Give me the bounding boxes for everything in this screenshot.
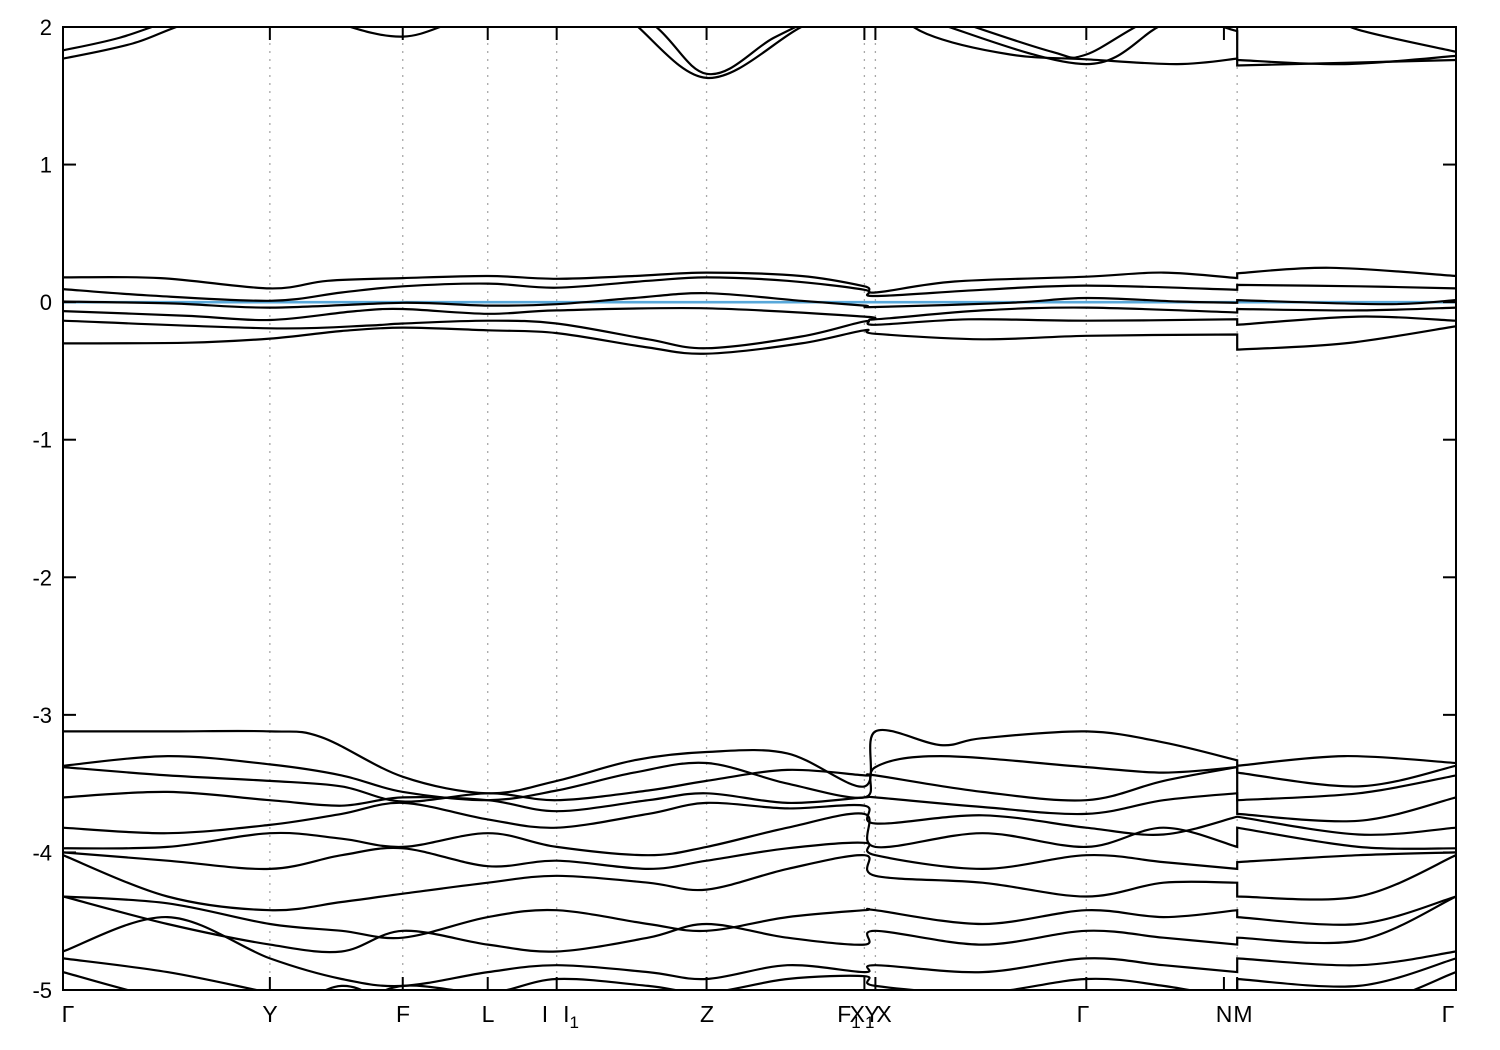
y-tick-label: 0: [40, 290, 52, 315]
x-tick-label: Γ: [1442, 1001, 1455, 1027]
y-tick-label: 2: [40, 15, 52, 40]
band-line: [63, 841, 1456, 871]
band-line: [63, 292, 1456, 309]
band-line: [63, 895, 1456, 954]
x-tick-label: N: [1216, 1001, 1233, 1027]
y-axis-labels: 2 1 0 -1 -2 -3 -4 -5: [32, 15, 52, 1003]
x-tick-label: L: [482, 1001, 495, 1027]
x-tick-label: Z: [700, 1001, 714, 1027]
x-tick-label: Y: [864, 1001, 879, 1027]
band-line: [63, 754, 1456, 802]
x-tick-label: Γ: [62, 1001, 75, 1027]
y-tick-label: -5: [32, 978, 52, 1003]
x-tick-label: X: [876, 1001, 891, 1027]
y-tick-label: -2: [32, 565, 52, 590]
x-tick-label: F: [396, 1001, 410, 1027]
band-lines: [63, 27, 1456, 990]
x-tick-label: Y: [262, 1001, 277, 1027]
band-line: [63, 790, 1456, 823]
band-line: [63, 325, 1456, 355]
band-line: [63, 812, 1456, 857]
band-line: [63, 266, 1456, 294]
band-line: [63, 315, 1456, 350]
band-line: [63, 27, 1456, 76]
band-line: [63, 276, 1456, 302]
y-tick-label: -1: [32, 428, 52, 453]
x-tick-label: X1: [850, 1001, 875, 1032]
y-tick-label: 1: [40, 153, 52, 178]
x-tick-label: F1: [837, 1001, 861, 1032]
plot-border: [62, 26, 1457, 991]
band-line: [63, 895, 1456, 940]
x-gridlines: [269, 27, 1238, 990]
y-tick-label: -3: [32, 703, 52, 728]
x-tick-label: I: [542, 1001, 548, 1027]
y-tick-label: -4: [32, 840, 52, 865]
x-tick-label: M: [1233, 1001, 1252, 1027]
band-line: [63, 765, 1456, 803]
band-line: [63, 854, 1456, 912]
band-line: [63, 915, 1456, 988]
band-line: [63, 801, 1456, 836]
band-line: [911, 27, 1456, 67]
x-tick-label: I1: [563, 1001, 579, 1032]
x-tick-label: Γ: [1077, 1001, 1090, 1027]
band-line: [63, 728, 1456, 795]
band-line: [63, 957, 1456, 990]
band-line: [63, 306, 1456, 322]
tick-marks: [63, 26, 1456, 991]
band-line: [63, 27, 1456, 80]
